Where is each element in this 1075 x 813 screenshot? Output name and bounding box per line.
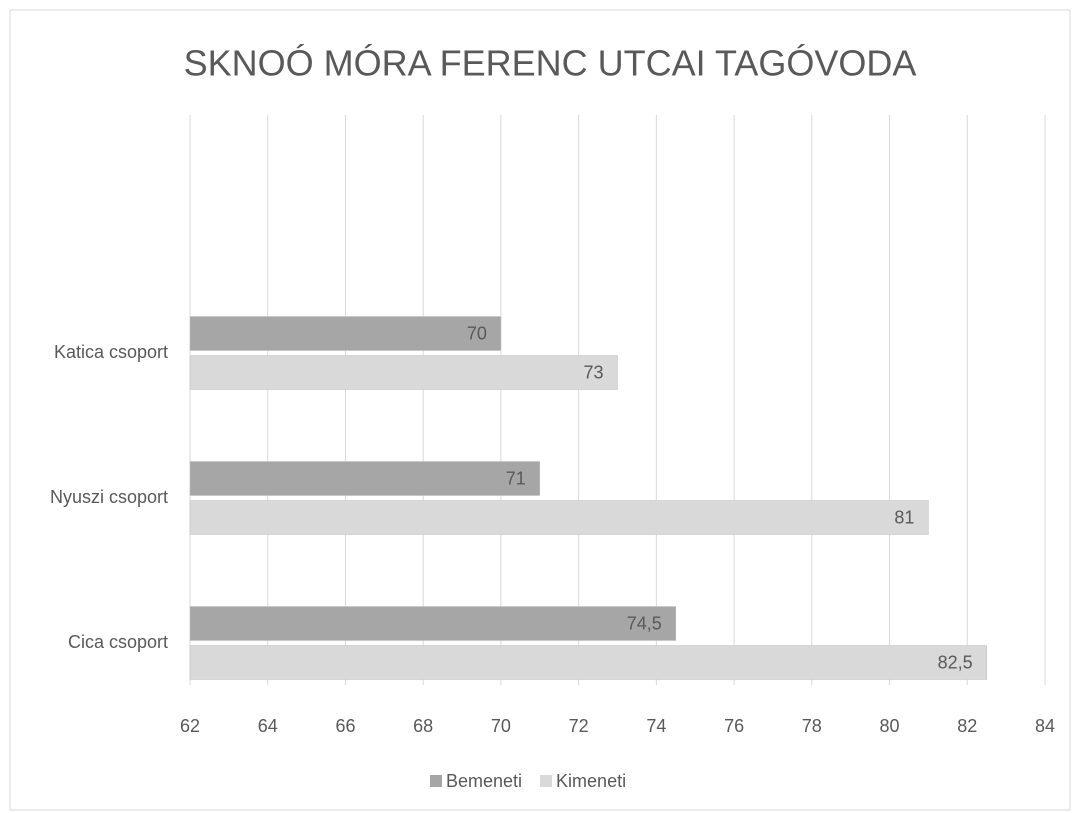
x-tick-label: 66 bbox=[335, 716, 355, 736]
chart-frame bbox=[9, 9, 1071, 811]
y-tick-label: Katica csoport bbox=[54, 342, 168, 362]
bar bbox=[189, 355, 618, 390]
bar bbox=[189, 500, 929, 535]
x-tick-label: 68 bbox=[413, 716, 433, 736]
legend-swatch bbox=[430, 775, 442, 787]
bar bbox=[189, 316, 502, 351]
legend-label: Bemeneti bbox=[446, 771, 522, 791]
y-tick-label: Cica csoport bbox=[68, 632, 168, 652]
x-tick-label: 76 bbox=[724, 716, 744, 736]
data-label: 70 bbox=[467, 323, 487, 343]
x-tick-label: 78 bbox=[802, 716, 822, 736]
x-tick-label: 72 bbox=[569, 716, 589, 736]
x-tick-label: 80 bbox=[880, 716, 900, 736]
chart-title: SKNOÓ MÓRA FERENC UTCAI TAGÓVODA bbox=[184, 43, 917, 84]
bar bbox=[189, 606, 677, 641]
x-tick-label: 64 bbox=[258, 716, 278, 736]
y-tick-label: Nyuszi csoport bbox=[50, 487, 168, 507]
x-tick-label: 62 bbox=[180, 716, 200, 736]
x-tick-label: 74 bbox=[646, 716, 666, 736]
legend-label: Kimeneti bbox=[556, 771, 626, 791]
x-tick-label: 70 bbox=[491, 716, 511, 736]
data-label: 74,5 bbox=[627, 613, 662, 633]
data-label: 81 bbox=[894, 507, 914, 527]
data-label: 71 bbox=[506, 468, 526, 488]
data-label: 73 bbox=[583, 362, 603, 382]
bar bbox=[189, 645, 987, 680]
data-label: 82,5 bbox=[938, 652, 973, 672]
legend-swatch bbox=[540, 775, 553, 787]
x-tick-label: 84 bbox=[1035, 716, 1055, 736]
x-tick-label: 82 bbox=[957, 716, 977, 736]
bar bbox=[189, 461, 541, 496]
